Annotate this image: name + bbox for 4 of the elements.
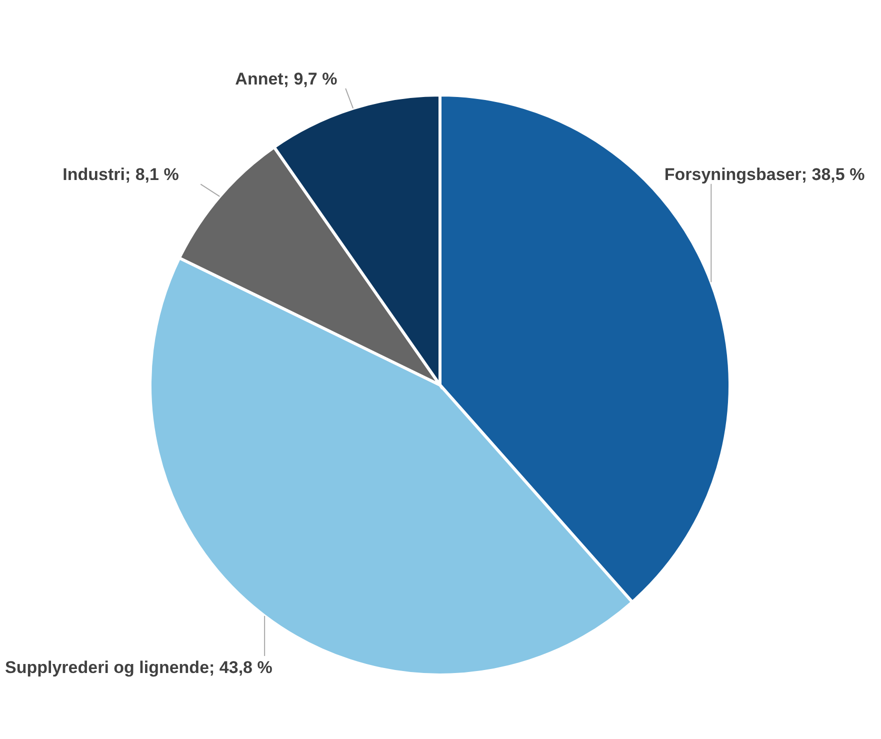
slice-label: Supplyrederi og lignende; 43,8 % xyxy=(5,658,272,678)
slice-label: Industri; 8,1 % xyxy=(62,165,179,184)
slice-label: Annet; 9,7 % xyxy=(235,69,338,88)
slice-label: Forsyningsbaser; 38,5 % xyxy=(664,164,865,184)
